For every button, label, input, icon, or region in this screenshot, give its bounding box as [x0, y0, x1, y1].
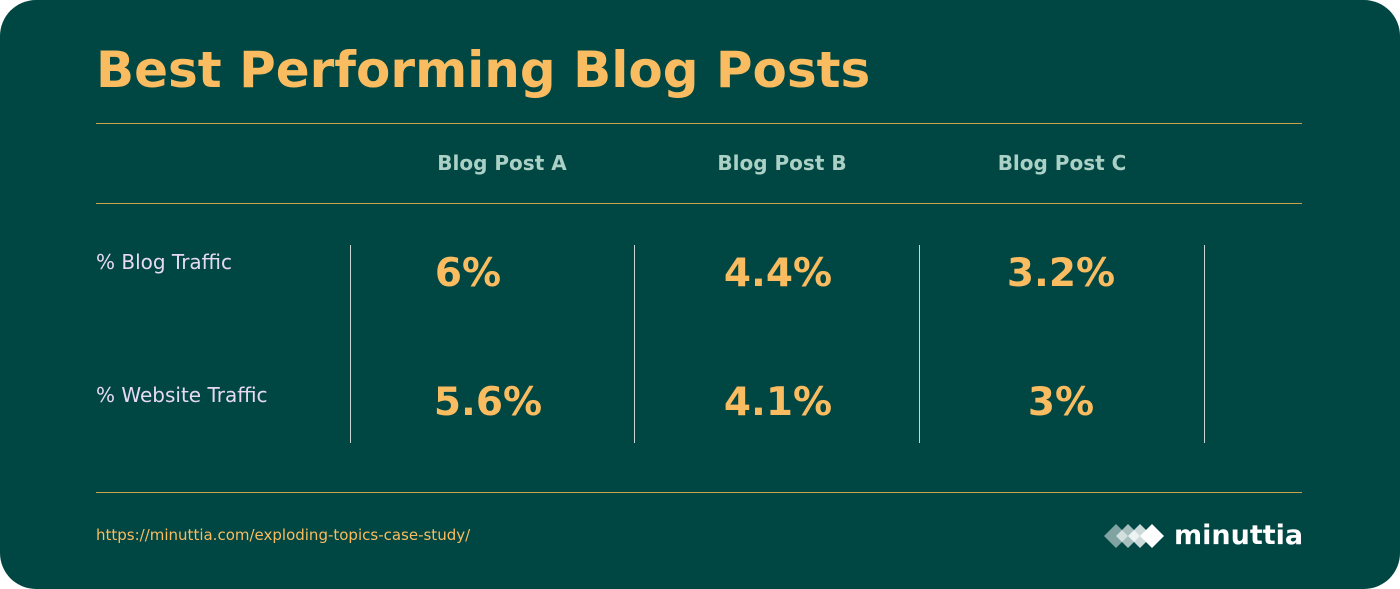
divider-header — [96, 203, 1302, 204]
cell-blog-traffic-a: 6% — [434, 251, 502, 296]
cell-blog-traffic-c: 3.2% — [1006, 251, 1116, 296]
column-divider — [919, 245, 920, 443]
column-header-blog-post-b: Blog Post B — [717, 151, 847, 175]
column-header-blog-post-a: Blog Post A — [437, 151, 567, 175]
page-title: Best Performing Blog Posts — [96, 41, 871, 99]
divider-top — [96, 123, 1302, 124]
cell-website-traffic-b: 4.1% — [723, 380, 833, 425]
column-divider — [350, 245, 351, 443]
cell-website-traffic-c: 3% — [1027, 380, 1095, 425]
cell-website-traffic-a: 5.6% — [433, 380, 543, 425]
cell-blog-traffic-b: 4.4% — [723, 251, 833, 296]
diamond-logo-icon — [1104, 524, 1164, 548]
column-divider — [1204, 245, 1205, 443]
row-label-website-traffic: % Website Traffic — [96, 383, 268, 407]
brand-name: minuttia — [1174, 520, 1304, 551]
column-header-blog-post-c: Blog Post C — [997, 151, 1127, 175]
divider-bottom — [96, 492, 1302, 493]
column-divider — [634, 245, 635, 443]
row-label-blog-traffic: % Blog Traffic — [96, 250, 233, 274]
source-url: https://minuttia.com/exploding-topics-ca… — [96, 526, 471, 544]
brand-logo: minuttia — [1104, 518, 1304, 554]
